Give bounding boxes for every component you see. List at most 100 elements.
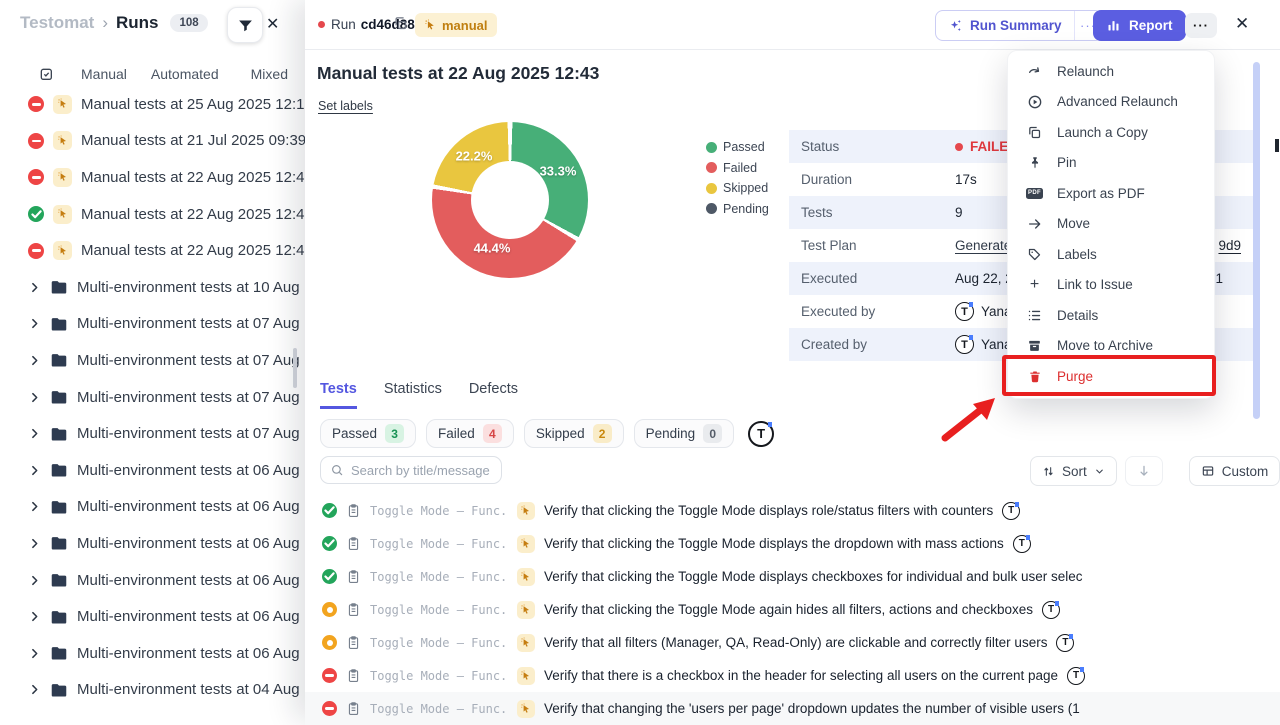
run-folder-item[interactable]: Multi-environment tests at 06 Aug	[0, 635, 320, 672]
chevron-right-icon[interactable]	[28, 281, 41, 294]
menu-item-details[interactable]: Details	[1008, 300, 1214, 331]
menu-item-pin[interactable]: Pin	[1008, 148, 1214, 179]
menu-item-launch-copy[interactable]: Launch a Copy	[1008, 117, 1214, 148]
menu-item-export-pdf[interactable]: PDF Export as PDF	[1008, 178, 1214, 209]
search-input[interactable]	[351, 463, 491, 478]
tab-tests[interactable]: Tests	[320, 381, 357, 409]
chevron-right-icon[interactable]	[28, 500, 41, 513]
menu-item-move[interactable]: Move	[1008, 209, 1214, 240]
set-labels-link[interactable]: Set labels	[318, 99, 373, 113]
run-folder-item[interactable]: Multi-environment tests at 06 Aug	[0, 562, 320, 599]
chevron-right-icon[interactable]	[28, 391, 41, 404]
select-runs-icon[interactable]	[38, 66, 54, 82]
chart-legend: Passed Failed Skipped Pending	[706, 140, 769, 216]
run-summary-button[interactable]: Run Summary	[936, 11, 1074, 40]
legend-label-failed: Failed	[723, 161, 757, 175]
run-folder-item[interactable]: Multi-environment tests at 06 Aug	[0, 489, 320, 526]
chevron-right-icon[interactable]	[28, 647, 41, 660]
breadcrumb-separator: ›	[102, 13, 108, 33]
test-title: Verify that clicking the Toggle Mode aga…	[544, 602, 1033, 617]
test-title: Verify that all filters (Manager, QA, Re…	[544, 635, 1047, 650]
legend-label-pending: Pending	[723, 202, 769, 216]
run-list-item[interactable]: Manual tests at 25 Aug 2025 12:1	[0, 86, 320, 123]
bar-chart-icon	[1106, 18, 1121, 33]
run-list-item[interactable]: Manual tests at 22 Aug 2025 12:4	[0, 232, 320, 269]
archive-icon	[1026, 338, 1043, 353]
suite-tag: Toggle Mode — Func...	[370, 504, 508, 518]
run-list-item[interactable]: Manual tests at 21 Jul 2025 09:39	[0, 123, 320, 160]
filter-button[interactable]	[227, 7, 263, 43]
failed-status-icon	[28, 169, 44, 185]
test-title: Verify that clicking the Toggle Mode dis…	[544, 536, 1004, 551]
test-row[interactable]: Toggle Mode — Func... Verify that clicki…	[305, 527, 1280, 560]
close-panel-button[interactable]: ✕	[1235, 14, 1249, 34]
run-title: Multi-environment tests at 06 Aug	[77, 535, 300, 552]
filter-manual[interactable]: Manual	[81, 66, 127, 82]
report-button[interactable]: Report	[1093, 10, 1186, 41]
tab-statistics[interactable]: Statistics	[384, 381, 442, 409]
run-folder-item[interactable]: Multi-environment tests at 07 Aug	[0, 415, 320, 452]
run-folder-item[interactable]: Multi-environment tests at 04 Aug	[0, 672, 320, 709]
suite-tag: Toggle Mode — Func...	[370, 603, 508, 617]
test-row[interactable]: Toggle Mode — Func... Verify that clicki…	[305, 593, 1280, 626]
run-folder-item[interactable]: Multi-environment tests at 07 Aug	[0, 342, 320, 379]
plus-icon: +	[1026, 276, 1043, 294]
run-folder-item[interactable]: Multi-environment tests at 06 Aug	[0, 452, 320, 489]
run-folder-item[interactable]: Multi-environment tests at 06 Aug	[0, 598, 320, 635]
skipped-count-badge: 2	[593, 424, 612, 443]
breadcrumb-page[interactable]: Runs	[116, 13, 159, 33]
sort-direction-button[interactable]	[1125, 456, 1163, 486]
more-actions-button[interactable]: ···	[1185, 13, 1217, 38]
custom-columns-button[interactable]: Custom	[1189, 456, 1280, 486]
chevron-right-icon[interactable]	[28, 354, 41, 367]
copy-icon[interactable]	[393, 16, 408, 31]
assignee-filter-avatar[interactable]: T	[748, 421, 774, 447]
chevron-right-icon[interactable]	[28, 317, 41, 330]
chevron-right-icon[interactable]	[28, 574, 41, 587]
panel-scrollbar-thumb[interactable]	[1253, 62, 1260, 419]
chevron-right-icon[interactable]	[28, 427, 41, 440]
menu-item-move-to-archive[interactable]: Move to Archive	[1008, 331, 1214, 362]
test-row[interactable]: Toggle Mode — Func... Verify that clicki…	[305, 560, 1280, 593]
test-row[interactable]: Toggle Mode — Func... Verify that changi…	[305, 692, 1280, 725]
test-row[interactable]: Toggle Mode — Func... Verify that there …	[305, 659, 1280, 692]
chevron-right-icon[interactable]	[28, 610, 41, 623]
sidebar-scrollbar-thumb[interactable]	[293, 348, 297, 388]
run-folder-item[interactable]: Multi-environment tests at 07 Aug	[0, 379, 320, 416]
table-icon	[1201, 464, 1215, 478]
test-title: Verify that there is a checkbox in the h…	[544, 668, 1058, 683]
menu-item-labels[interactable]: Labels	[1008, 239, 1214, 270]
search-box	[320, 456, 502, 484]
test-row[interactable]: Toggle Mode — Func... Verify that clicki…	[305, 494, 1280, 527]
app-name[interactable]: Testomat	[20, 13, 94, 33]
filter-automated[interactable]: Automated	[151, 66, 219, 82]
manual-test-icon	[517, 601, 535, 619]
run-folder-item[interactable]: Multi-environment tests at 10 Aug	[0, 269, 320, 306]
detail-label: Status	[789, 139, 955, 154]
test-row[interactable]: Toggle Mode — Func... Verify that all fi…	[305, 626, 1280, 659]
sort-button[interactable]: Sort	[1030, 456, 1117, 486]
run-folder-item[interactable]: Multi-environment tests at 07 Aug	[0, 306, 320, 343]
play-circle-icon	[1026, 94, 1043, 110]
tab-defects[interactable]: Defects	[469, 381, 518, 409]
results-donut-chart: 22.2% 33.3% 44.4%	[432, 122, 588, 278]
test-plan-link-fragment[interactable]: 9d9	[1218, 238, 1241, 253]
filter-mixed[interactable]: Mixed	[251, 66, 288, 82]
chevron-right-icon[interactable]	[28, 464, 41, 477]
menu-item-link-to-issue[interactable]: + Link to Issue	[1008, 270, 1214, 301]
chevron-right-icon[interactable]	[28, 537, 41, 550]
menu-item-purge[interactable]: Purge	[1008, 361, 1214, 392]
chevron-right-icon[interactable]	[28, 683, 41, 696]
test-plan-link[interactable]: Generate	[955, 238, 1011, 253]
failed-status-icon	[28, 133, 44, 149]
run-list-item[interactable]: Manual tests at 22 Aug 2025 12:4	[0, 196, 320, 233]
run-list-item[interactable]: Manual tests at 22 Aug 2025 12:4	[0, 159, 320, 196]
filter-close-button[interactable]: ✕	[266, 14, 279, 34]
menu-item-relaunch[interactable]: Relaunch	[1008, 56, 1214, 87]
run-folder-item[interactable]: Multi-environment tests at 06 Aug	[0, 525, 320, 562]
menu-item-advanced-relaunch[interactable]: Advanced Relaunch	[1008, 87, 1214, 118]
